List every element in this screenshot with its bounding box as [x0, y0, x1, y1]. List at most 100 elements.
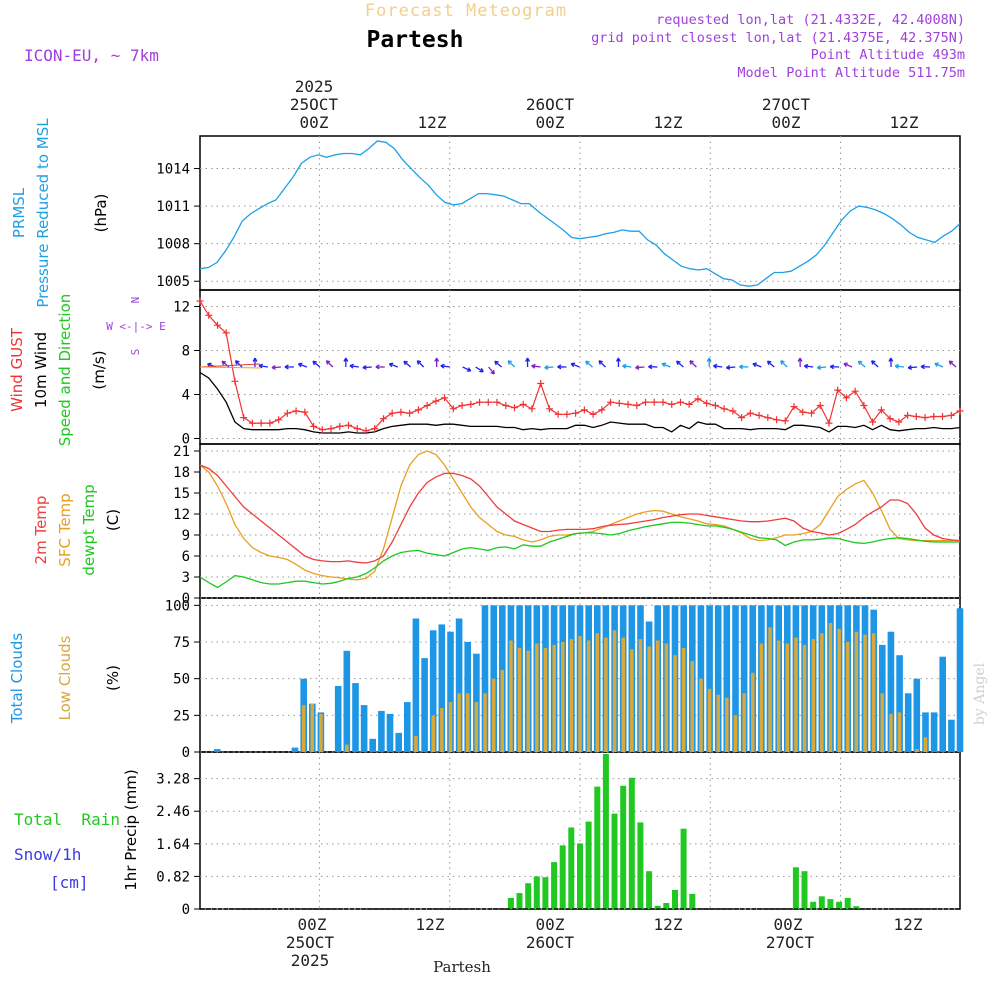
wind-gust-marker — [676, 398, 684, 406]
wind-direction-arrow — [403, 360, 412, 368]
total-clouds-bar — [930, 712, 938, 752]
low-clouds-bar — [604, 637, 608, 752]
low-clouds-bar — [561, 642, 565, 752]
wind-direction-arrow — [416, 360, 425, 368]
bottom-date-label-2: 26OCT — [526, 933, 575, 952]
precip-bar — [628, 777, 635, 909]
bottom-hour-label-2: 12Z — [416, 915, 445, 934]
total-clouds-bar — [481, 605, 489, 752]
wind-gust-marker — [388, 409, 396, 417]
y-tick-label: 15 — [173, 486, 190, 502]
wind-gust-marker — [248, 419, 256, 427]
y-tick-label: 1008 — [156, 237, 190, 253]
wind-gust-marker — [528, 405, 536, 413]
wind-gust-marker — [615, 399, 623, 407]
total-clouds-label: Total Clouds — [8, 633, 26, 725]
wind-gust-marker — [659, 398, 667, 406]
low-clouds-bar — [414, 735, 418, 752]
wind-direction-arrow — [434, 357, 440, 367]
wind-gust-marker — [842, 394, 850, 402]
total-clouds-bar — [214, 749, 221, 752]
wind-gust-marker — [816, 402, 824, 409]
top-year-label: 2025 — [295, 77, 334, 96]
total-clouds-bar — [378, 710, 385, 752]
wind-gust-marker — [886, 415, 894, 423]
wind-gust-marker — [510, 404, 518, 412]
wind-gust-marker — [441, 394, 449, 402]
wind-start-vector — [199, 363, 261, 368]
compass-west-east: W <-|-> E — [106, 320, 166, 333]
wind-gust-marker — [406, 409, 414, 417]
wind-gust-marker — [790, 403, 798, 411]
wind-gust-marker — [711, 402, 719, 409]
y-tick-label: 18 — [173, 465, 190, 481]
wind-gust-marker — [877, 406, 885, 414]
total-clouds-bar — [343, 650, 351, 752]
wind-gust-marker — [589, 410, 597, 418]
low-clouds-bar — [526, 650, 530, 752]
total-clouds-bar — [922, 712, 929, 752]
y-tick-label: 3 — [182, 570, 190, 586]
precip-bar — [844, 897, 851, 909]
low-clouds-bar — [828, 622, 833, 752]
wind-direction-arrow — [252, 357, 258, 368]
wind-direction-arrow — [585, 360, 593, 368]
wind-direction-arrow — [325, 360, 334, 368]
wind-gust-marker — [414, 406, 422, 414]
wind-direction-arrow — [488, 366, 495, 375]
wind-direction-arrow — [440, 363, 450, 369]
snow-unit-legend: [cm] — [50, 873, 89, 892]
wind-direction-label: Speed and Direction — [56, 294, 74, 447]
precip-bar — [602, 754, 609, 909]
top-hour-label-3: 00Z — [536, 113, 565, 132]
wind-direction-arrow — [475, 366, 484, 373]
total-clouds-bar — [913, 678, 921, 752]
wind-direction-arrow — [920, 364, 931, 370]
wind-gust-marker — [537, 380, 545, 387]
wind-gust-marker — [694, 395, 702, 403]
wind-gust-marker — [266, 419, 274, 427]
data-layer — [196, 140, 964, 910]
low-clouds-bar — [846, 642, 850, 752]
low-clouds-bar — [491, 678, 496, 752]
snow-legend: Snow/1h — [14, 845, 81, 864]
wind-gust-marker — [423, 402, 431, 409]
wind-direction-arrow — [713, 363, 723, 369]
wind-gust-marker — [432, 397, 440, 405]
wind-direction-arrow — [622, 363, 632, 369]
wind-gust-marker — [851, 387, 859, 395]
wind-direction-arrow — [934, 362, 944, 368]
precip-bar — [810, 901, 817, 909]
low-clouds-bar — [863, 634, 867, 752]
y-tick-label: 8 — [182, 344, 190, 360]
low-clouds-bar — [923, 737, 928, 752]
total-clouds-bar — [352, 683, 359, 752]
wind-gust-marker — [458, 402, 466, 409]
bottom-hour-label-5: 00Z — [774, 915, 803, 934]
pressure-label-line2: Pressure Reduced to MSL — [34, 118, 52, 308]
wind-gust-marker — [362, 427, 370, 435]
wind-gust-marker — [345, 421, 353, 429]
wind-gust-marker — [484, 398, 492, 406]
y-tick-label: 50 — [173, 672, 190, 688]
top-time-axis: 2025 25OCT 26OCT 27OCT 00Z 12Z 00Z 12Z 0… — [290, 77, 919, 132]
low-clouds-bar — [794, 637, 798, 752]
low-clouds-bar — [802, 644, 807, 752]
total-clouds-bar — [697, 605, 705, 752]
wind-direction-arrow — [766, 360, 775, 368]
bottom-date-label-3: 27OCT — [766, 933, 815, 952]
low-clouds-bar — [638, 639, 643, 752]
y-tick-label: 4 — [182, 388, 190, 404]
y-tick-label: 0 — [182, 745, 190, 761]
pressure-label-line1: PRMSL — [10, 187, 28, 238]
precip-bar — [801, 871, 808, 909]
wind-direction-arrow — [857, 360, 866, 368]
temp-sfc-label: SFC Temp — [56, 493, 74, 566]
y-tick-label: 12 — [173, 300, 190, 316]
total-rain-legend: Total Rain — [14, 810, 120, 829]
wind-direction-arrow — [661, 362, 671, 368]
wind-start-vector — [199, 366, 261, 369]
grid-layer — [194, 136, 960, 910]
dewpt-temp-line — [199, 521, 960, 589]
low-clouds-bar — [517, 647, 522, 752]
